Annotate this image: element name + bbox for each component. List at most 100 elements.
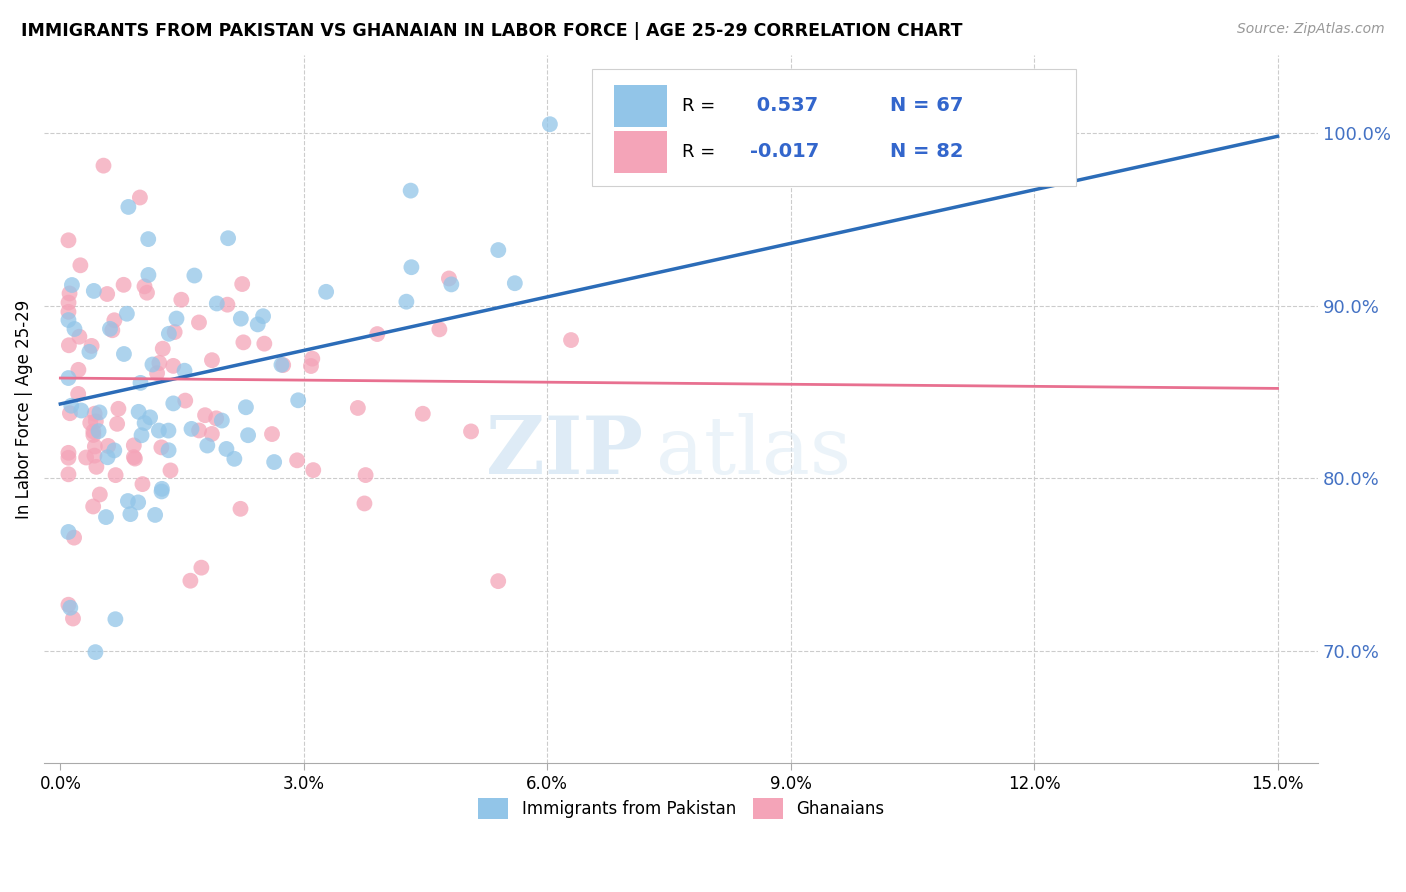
Bar: [613, 85, 666, 127]
Point: [103, 313, 125, 327]
Point: [606, 117, 628, 131]
Point: [195, 438, 218, 452]
Point: [157, 443, 180, 458]
Point: [252, 309, 274, 323]
Point: [136, 285, 159, 300]
Text: IMMIGRANTS FROM PAKISTAN VS GHANAIAN IN LABOR FORCE | AGE 25-29 CORRELATION CHAR: IMMIGRANTS FROM PAKISTAN VS GHANAIAN IN …: [21, 22, 963, 40]
Point: [315, 285, 337, 299]
Text: Source: ZipAtlas.com: Source: ZipAtlas.com: [1237, 22, 1385, 37]
Point: [347, 401, 370, 415]
Point: [70, 403, 93, 417]
Point: [104, 468, 127, 483]
Point: [217, 298, 239, 312]
Point: [79, 416, 101, 430]
Point: [201, 426, 224, 441]
Point: [104, 612, 127, 626]
Point: [235, 401, 257, 415]
Point: [148, 424, 170, 438]
Point: [366, 327, 388, 342]
Point: [486, 574, 509, 588]
Point: [180, 422, 202, 436]
Text: ZIP: ZIP: [486, 413, 643, 491]
Point: [205, 411, 228, 425]
Point: [84, 645, 107, 659]
Point: [162, 396, 184, 410]
Point: [188, 424, 211, 438]
Point: [62, 611, 84, 625]
Point: [270, 358, 292, 372]
Point: [401, 260, 423, 275]
Point: [285, 453, 308, 467]
Point: [173, 364, 195, 378]
Point: [460, 425, 482, 439]
Text: -0.017: -0.017: [749, 143, 820, 161]
Point: [120, 507, 142, 521]
Point: [58, 524, 80, 539]
Text: 0.537: 0.537: [749, 96, 818, 115]
Point: [188, 316, 211, 330]
Point: [129, 376, 152, 390]
Point: [82, 500, 104, 514]
Point: [205, 296, 228, 310]
Text: R =: R =: [682, 143, 721, 161]
Point: [129, 190, 152, 204]
Point: [89, 405, 111, 419]
Point: [301, 351, 323, 366]
Point: [93, 159, 115, 173]
Point: [157, 424, 180, 438]
Point: [183, 268, 205, 283]
Point: [58, 598, 80, 612]
Point: [63, 531, 86, 545]
Point: [560, 333, 582, 347]
Point: [271, 358, 294, 372]
Point: [190, 560, 212, 574]
Point: [58, 467, 80, 482]
Point: [69, 258, 91, 272]
Point: [59, 600, 82, 615]
Point: [354, 468, 377, 483]
Point: [103, 443, 125, 458]
Point: [263, 455, 285, 469]
Point: [58, 286, 80, 301]
Point: [399, 184, 422, 198]
Point: [166, 311, 188, 326]
Point: [97, 439, 120, 453]
Text: R =: R =: [682, 96, 721, 115]
Point: [134, 416, 156, 430]
Point: [84, 414, 107, 428]
Point: [134, 279, 156, 293]
Point: [89, 487, 111, 501]
Point: [150, 441, 173, 455]
Point: [58, 371, 80, 385]
Point: [96, 287, 118, 301]
Point: [94, 510, 117, 524]
Point: [299, 359, 322, 373]
Point: [138, 268, 160, 282]
Point: [162, 359, 184, 373]
Y-axis label: In Labor Force | Age 25-29: In Labor Force | Age 25-29: [15, 300, 32, 519]
Point: [229, 501, 252, 516]
Point: [127, 495, 149, 509]
Point: [353, 496, 375, 510]
Point: [159, 463, 181, 477]
Point: [86, 459, 108, 474]
Point: [174, 393, 197, 408]
Point: [83, 284, 105, 298]
Point: [112, 347, 135, 361]
Point: [131, 428, 153, 442]
Point: [131, 477, 153, 491]
Point: [67, 363, 90, 377]
Point: [246, 318, 269, 332]
Point: [117, 200, 139, 214]
Point: [117, 494, 139, 508]
Point: [122, 438, 145, 452]
Point: [232, 335, 254, 350]
Point: [215, 442, 238, 456]
Legend: Immigrants from Pakistan, Ghanaians: Immigrants from Pakistan, Ghanaians: [471, 791, 890, 826]
Point: [224, 451, 246, 466]
Point: [157, 326, 180, 341]
Point: [150, 482, 173, 496]
Point: [58, 313, 80, 327]
Point: [260, 427, 283, 442]
Text: N = 67: N = 67: [890, 96, 963, 115]
